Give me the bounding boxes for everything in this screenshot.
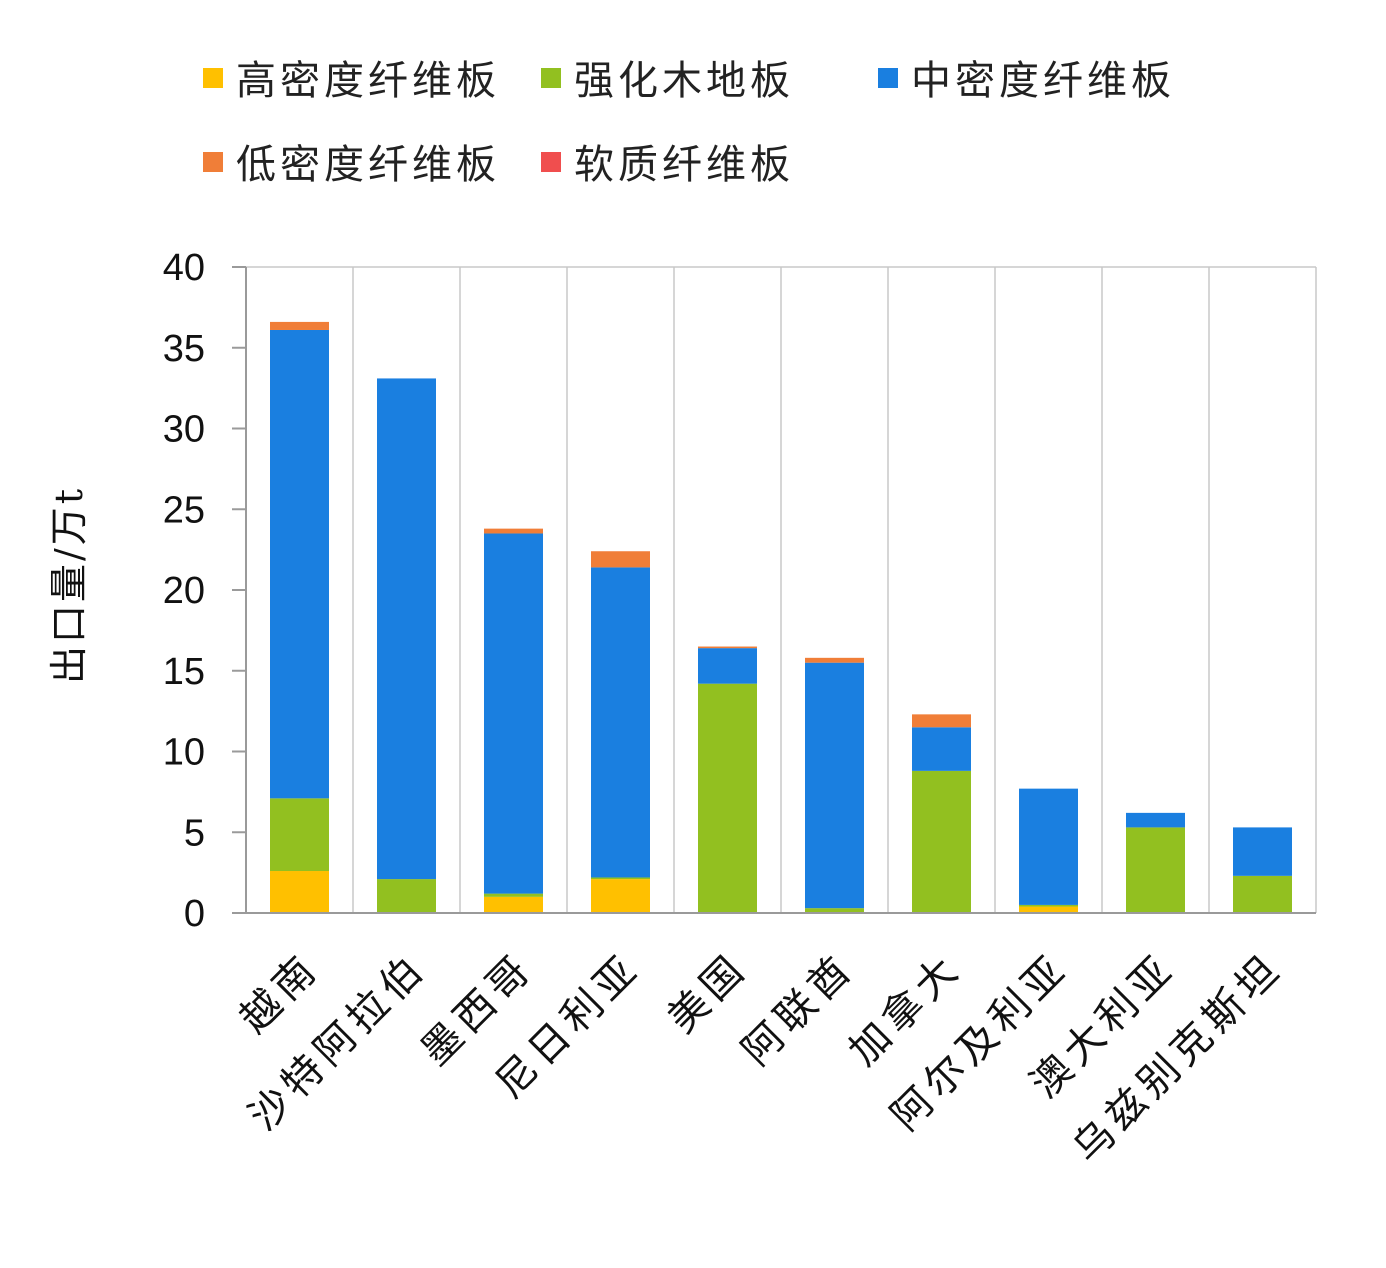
- legend-label: 中密度纤维板: [911, 58, 1175, 104]
- bar-segment: 加拿大 强化木地板: 8.8: [912, 770, 971, 913]
- legend-label: 高密度纤维板: [236, 58, 500, 104]
- bar-segment: 美国 强化木地板: 14.2: [698, 683, 757, 913]
- bar-segment: 澳大利亚 强化木地板: 5.3: [1126, 827, 1185, 913]
- grid: [246, 266, 1317, 913]
- axes: [232, 266, 1316, 914]
- bar-segment: 墨西哥 高密度纤维板: 1: [484, 896, 543, 913]
- bar-segment: 阿联酋 强化木地板: 0.3: [805, 908, 864, 913]
- bar-segment: 乌兹别克斯坦 中密度纤维板: 3: [1233, 827, 1292, 876]
- bar-segment: 美国 中密度纤维板: 2.2: [698, 648, 757, 684]
- bar-segment: 澳大利亚 中密度纤维板: 0.9: [1126, 812, 1185, 828]
- legend-item: 低密度纤维板: [203, 142, 500, 188]
- x-tick-label: 阿联酋: [733, 945, 863, 1075]
- bars: 越南 高密度纤维板: 2.6越南 强化木地板: 4.5越南 中密度纤维板: 29…: [270, 321, 1292, 913]
- y-tick-label: 0: [184, 893, 205, 935]
- legend-item: 高密度纤维板: [203, 58, 500, 104]
- legend-swatch: [541, 68, 561, 88]
- bar-segment: 阿联酋 中密度纤维板: 15.2: [805, 662, 864, 909]
- legend-swatch: [878, 68, 898, 88]
- legend-swatch: [203, 152, 223, 172]
- bar-segment: 阿尔及利亚 高密度纤维板: 0.4: [1019, 906, 1078, 913]
- bar-segment: 尼日利亚 高密度纤维板: 2.1: [591, 879, 650, 913]
- bar-segment: 越南 中密度纤维板: 29: [270, 329, 329, 799]
- bar-segment: 越南 低密度纤维板: 0.5: [270, 321, 329, 330]
- legend-label: 低密度纤维板: [236, 142, 500, 188]
- y-tick-label: 40: [163, 247, 205, 289]
- bar-segment: 沙特阿拉伯 中密度纤维板: 31: [377, 378, 436, 880]
- y-tick-label: 25: [163, 489, 205, 531]
- y-tick-label: 20: [163, 570, 205, 612]
- legend-item: 软质纤维板: [541, 142, 794, 188]
- y-tick-labels: 0 5 10 15 20 25 30 35 40: [163, 247, 205, 935]
- x-tick-label: 越南: [231, 945, 329, 1043]
- y-tick-label: 5: [184, 812, 205, 854]
- legend-label: 强化木地板: [574, 58, 794, 104]
- bar-segment: 尼日利亚 中密度纤维板: 19.2: [591, 567, 650, 878]
- bar-segment: 尼日利亚 强化木地板: 0.1: [591, 877, 650, 880]
- bar-segment: 墨西哥 强化木地板: 0.2: [484, 893, 543, 897]
- bar-segment: 阿尔及利亚 中密度纤维板: 7.2: [1019, 788, 1078, 905]
- bar-segment: 乌兹别克斯坦 强化木地板: 2.3: [1233, 875, 1292, 913]
- bar-segment: 加拿大 中密度纤维板: 2.7: [912, 727, 971, 771]
- y-axis-label: 出口量/万t: [47, 486, 91, 684]
- bar-segment: 墨西哥 低密度纤维板: 0.3: [484, 528, 543, 534]
- y-tick-label: 35: [163, 328, 205, 370]
- bar-segment: 沙特阿拉伯 强化木地板: 2.1: [377, 879, 436, 913]
- x-tick-label: 美国: [659, 945, 757, 1043]
- y-tick-label: 10: [163, 732, 205, 774]
- legend-swatch: [541, 152, 561, 172]
- legend-label: 软质纤维板: [574, 142, 794, 188]
- legend-item: 强化木地板: [541, 58, 794, 104]
- bar-segment: 阿联酋 低密度纤维板: 0.3: [805, 657, 864, 663]
- legend-swatch: [203, 68, 223, 88]
- y-tick-label: 15: [163, 651, 205, 693]
- bar-segment: 阿尔及利亚 强化木地板: 0.1: [1019, 904, 1078, 907]
- bar-segment: 美国 低密度纤维板: 0.1: [698, 646, 757, 649]
- bar-segment: 加拿大 低密度纤维板: 0.8: [912, 714, 971, 728]
- bar-segment: 尼日利亚 低密度纤维板: 1: [591, 551, 650, 568]
- y-tick-label: 30: [163, 409, 205, 451]
- bar-segment: 越南 高密度纤维板: 2.6: [270, 871, 329, 913]
- bar-segment: 越南 强化木地板: 4.5: [270, 798, 329, 872]
- legend-item: 中密度纤维板: [878, 58, 1175, 104]
- bar-segment: 墨西哥 中密度纤维板: 22.3: [484, 533, 543, 894]
